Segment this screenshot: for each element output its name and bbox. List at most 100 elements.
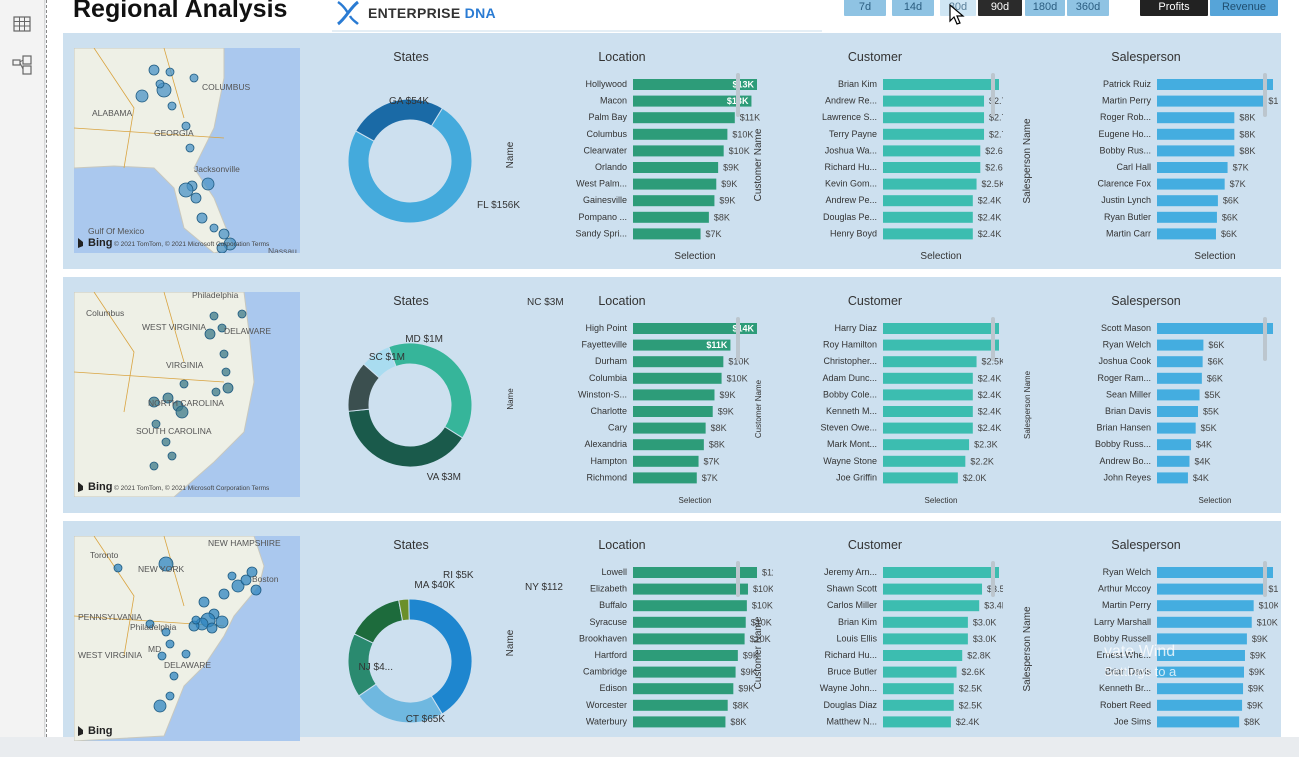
location-bar-chart[interactable]: Name High Point $14K Fayetteville $11K Durham…	[503, 313, 773, 513]
location-bar	[633, 683, 734, 695]
salesperson-bar	[1157, 716, 1240, 728]
location-bar-chart[interactable]: Name Lowell $11K Elizabeth $10K Buffalo $10K Sy…	[503, 557, 773, 757]
customer-row-name: Richard Hu...	[824, 162, 877, 172]
location-scrollbar[interactable]	[736, 561, 740, 597]
states-donut-chart[interactable]: FL $156K GA $54K	[303, 43, 563, 263]
location-row-name: Brookhaven	[579, 633, 627, 643]
map-label: Philadelphia	[192, 292, 239, 300]
location-bar-value-label: $9K	[718, 407, 734, 417]
salesperson-bar	[1157, 699, 1243, 711]
map-label: WEST VIRGINIA	[142, 322, 206, 332]
donut-slice-label: MA $40K	[414, 580, 455, 591]
customer-bar	[883, 600, 980, 612]
location-scrollbar[interactable]	[736, 73, 740, 117]
customer-row-name: Brian Kim	[838, 617, 877, 627]
customer-bar-value-label: $2.7K	[989, 113, 1003, 123]
revenue-toggle-button[interactable]: Revenue	[1210, 0, 1278, 16]
location-row-name: Charlotte	[590, 406, 627, 416]
model-view-icon[interactable]	[11, 54, 33, 76]
salesperson-bar	[1157, 356, 1203, 368]
location-bar	[633, 666, 736, 678]
customer-bar-value-label: $2.4K	[956, 717, 980, 727]
location-row-name: Columbus	[586, 129, 627, 139]
time-filter-180d-button[interactable]: 180d	[1025, 0, 1065, 16]
salesperson-bar	[1157, 567, 1273, 578]
table-view-icon[interactable]	[11, 13, 33, 35]
time-filter-7d-button[interactable]: 7d	[844, 0, 886, 16]
region-map[interactable]: NEW HAMPSHIRE Toronto NEW YORK Boston PENNSY…	[74, 536, 300, 741]
location-axis-title: Name	[506, 388, 515, 410]
customer-row-name: Richard Hu...	[824, 650, 877, 660]
map-bubble	[113, 563, 123, 573]
report-canvas: Regional Analysis ENTERPRISE DNA 7d 14d 30…	[46, 0, 1299, 741]
region-map[interactable]: COLUMBUS ALABAMA GEORGIA Jacksonville Gulf O…	[74, 48, 300, 253]
customer-scrollbar[interactable]	[991, 317, 995, 361]
salesperson-bar	[1157, 323, 1273, 334]
salesperson-bar	[1157, 683, 1244, 695]
customer-bar	[883, 145, 981, 157]
salesperson-bar	[1157, 455, 1190, 467]
location-bar	[633, 699, 728, 711]
location-row-name: Waterbury	[586, 716, 628, 726]
customer-scrollbar[interactable]	[991, 73, 995, 117]
salesperson-bar	[1157, 372, 1202, 384]
donut-slice	[353, 599, 404, 644]
customer-scrollbar[interactable]	[991, 561, 995, 597]
salesperson-row-name: Ryan Welch	[1103, 567, 1151, 577]
customer-bar-value-label: $2.4K	[978, 373, 1002, 383]
salesperson-bar-value-label: $9K	[1247, 700, 1263, 710]
customer-bar-value-label: $3.4K	[984, 601, 1003, 611]
location-scrollbar[interactable]	[736, 317, 740, 361]
salesperson-scrollbar[interactable]	[1263, 317, 1267, 361]
salesperson-row-name: Clarence Fox	[1097, 179, 1151, 189]
profits-toggle-button[interactable]: Profits	[1140, 0, 1208, 16]
map-bubble	[162, 392, 174, 404]
salesperson-axis-title: Salesperson Name	[1022, 606, 1033, 691]
donut-slice	[347, 107, 473, 224]
location-bar-value-label: $10K	[732, 129, 753, 139]
time-filter-14d-button[interactable]: 14d	[892, 0, 934, 16]
location-bar	[633, 339, 731, 351]
salesperson-bar-value-label: $6K	[1208, 340, 1224, 350]
salesperson-scrollbar[interactable]	[1263, 561, 1267, 597]
customer-bar	[883, 633, 968, 645]
salesperson-row-name: Ernest Whe...	[1096, 650, 1151, 660]
customer-bar	[883, 79, 999, 90]
region-map[interactable]: Philadelphia Columbus WEST VIRGINIA DELAWAR…	[74, 292, 300, 497]
location-bar	[633, 633, 745, 645]
salesperson-bar	[1157, 112, 1235, 124]
customer-row-name: Kevin Gom...	[825, 179, 877, 189]
salesperson-bar-value-label: $9K	[1250, 651, 1266, 661]
map-bubble	[165, 691, 175, 701]
salesperson-bar	[1157, 600, 1254, 612]
customer-row-name: Joshua Wa...	[825, 145, 877, 155]
report-header: Regional Analysis ENTERPRISE DNA 7d 14d 30…	[47, 0, 1299, 32]
salesperson-bar-value-label: $6K	[1207, 373, 1223, 383]
location-row-name: Cary	[608, 423, 628, 433]
salesperson-bar	[1157, 339, 1204, 351]
map-bubble	[215, 615, 229, 629]
salesperson-bar	[1157, 195, 1218, 207]
customer-row-name: Andrew Pe...	[825, 195, 877, 205]
map-label: DELAWARE	[164, 660, 211, 670]
location-bar-value-label: $9K	[738, 684, 754, 694]
map-bubble	[185, 143, 195, 153]
salesperson-row-name: Sean Miller	[1106, 389, 1151, 399]
salesperson-scrollbar[interactable]	[1263, 73, 1267, 117]
time-filter-360d-button[interactable]: 360d	[1067, 0, 1109, 16]
time-filter-90d-button[interactable]: 90d	[978, 0, 1022, 16]
map-bubble	[155, 79, 165, 89]
map-bubble	[240, 574, 252, 586]
map-bubble	[222, 382, 234, 394]
location-bar-value-label: $10K	[729, 146, 750, 156]
customer-row-name: Louis Ellis	[836, 633, 877, 643]
